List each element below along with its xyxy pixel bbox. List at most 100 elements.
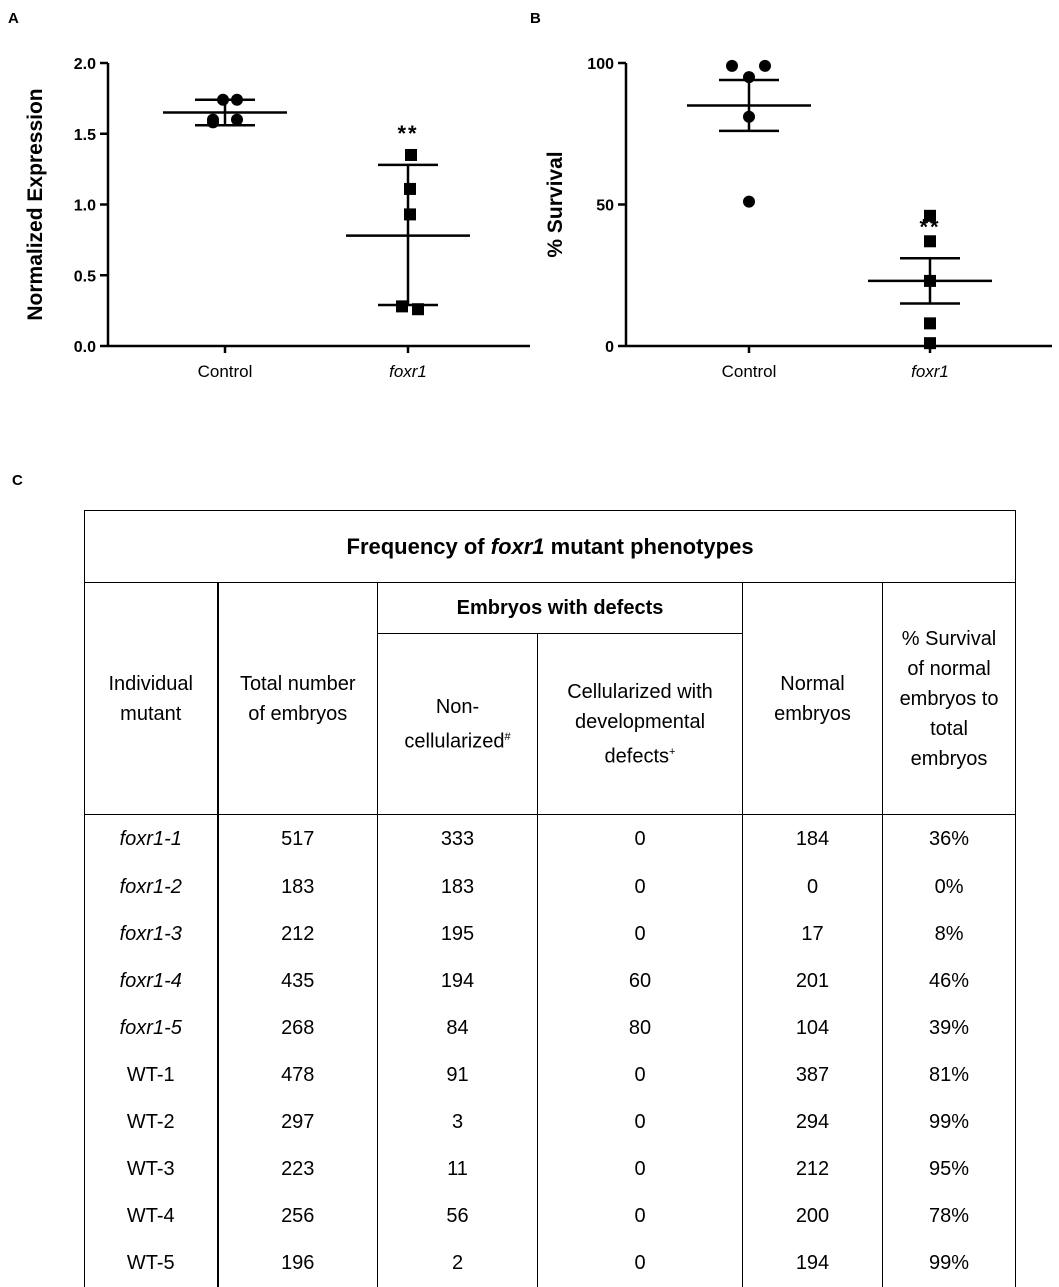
- data-point: [743, 195, 755, 208]
- table-row: WT-1 478 91 0 387 81%: [84, 1052, 1017, 1099]
- cell-non-cellularized: 2: [377, 1240, 538, 1287]
- x-tick-label: foxr1: [911, 362, 949, 381]
- cell-cellularized-defects: 80: [537, 1005, 743, 1052]
- data-point: [924, 317, 936, 330]
- panel-label-a: A: [8, 10, 19, 27]
- significance-label: **: [919, 214, 940, 239]
- x-tick-label: Control: [722, 362, 777, 381]
- cell-normal: 387: [742, 1052, 883, 1099]
- cell-cellularized-defects: 0: [537, 864, 743, 911]
- data-point: [207, 116, 219, 129]
- cell-mutant-name: WT-4: [84, 1193, 219, 1240]
- x-tick-label: Control: [198, 362, 253, 381]
- phenotype-frequency-table: Frequency of foxr1 mutant phenotypes Ind…: [83, 510, 1017, 1287]
- cell-normal: 17: [742, 911, 883, 958]
- table-row: WT-3 223 11 0 212 95%: [84, 1146, 1017, 1193]
- cell-non-cellularized: 91: [377, 1052, 538, 1099]
- y-tick-label: 0: [605, 339, 614, 356]
- y-tick-label: 0.5: [74, 268, 96, 285]
- data-point: [924, 209, 936, 222]
- cell-non-cellularized: 3: [377, 1099, 538, 1146]
- y-tick-label: 0.0: [74, 339, 96, 356]
- data-point: [924, 235, 936, 248]
- survival-chart: 0 50 100 Control foxr1 % Survival **: [544, 56, 1052, 381]
- table-row: WT-4 256 56 0 200 78%: [84, 1193, 1017, 1240]
- cell-mutant-name: foxr1-4: [84, 958, 219, 1005]
- cell-cellularized-defects: 0: [537, 911, 743, 958]
- cell-mutant-name: WT-2: [84, 1099, 219, 1146]
- y-tick-label: 50: [596, 198, 614, 215]
- header-total-embryos: Total number of embryos: [217, 582, 378, 815]
- table-row: foxr1-4 435 194 60 201 46%: [84, 958, 1017, 1005]
- data-point: [405, 148, 417, 161]
- cell-normal: 184: [742, 814, 883, 864]
- header-cellularized-defects: Cellularized with developmental defects+: [537, 633, 743, 815]
- cell-total: 435: [217, 958, 378, 1005]
- header-normal-embryos: Normal embryos: [742, 582, 883, 815]
- data-point: [743, 110, 755, 123]
- cell-total: 268: [217, 1005, 378, 1052]
- y-tick-label: 2.0: [74, 56, 96, 73]
- cell-non-cellularized: 195: [377, 911, 538, 958]
- cell-survival: 36%: [882, 814, 1017, 864]
- data-point: [231, 113, 243, 126]
- table-title: Frequency of foxr1 mutant phenotypes: [83, 510, 1017, 583]
- cell-mutant-name: foxr1-3: [84, 911, 219, 958]
- table-row: foxr1-5 268 84 80 104 39%: [84, 1005, 1017, 1052]
- data-point: [726, 59, 738, 72]
- header-individual-mutant: Individual mutant: [84, 582, 219, 815]
- cell-survival: 99%: [882, 1240, 1017, 1287]
- cell-non-cellularized: 11: [377, 1146, 538, 1193]
- cell-cellularized-defects: 0: [537, 1193, 743, 1240]
- cell-normal: 200: [742, 1193, 883, 1240]
- cell-total: 223: [217, 1146, 378, 1193]
- data-point: [412, 303, 424, 316]
- table-row: foxr1-2 183 183 0 0 0%: [84, 864, 1017, 911]
- significance-label: **: [397, 121, 418, 146]
- cell-total: 297: [217, 1099, 378, 1146]
- cell-normal: 104: [742, 1005, 883, 1052]
- cell-total: 183: [217, 864, 378, 911]
- cell-normal: 201: [742, 958, 883, 1005]
- cell-mutant-name: WT-3: [84, 1146, 219, 1193]
- data-point: [743, 71, 755, 84]
- cell-mutant-name: WT-1: [84, 1052, 219, 1099]
- cell-cellularized-defects: 60: [537, 958, 743, 1005]
- header-non-cellularized: Non-cellularized#: [377, 633, 538, 815]
- panel-label-c: C: [12, 472, 23, 489]
- cell-survival: 46%: [882, 958, 1017, 1005]
- cell-cellularized-defects: 0: [537, 814, 743, 864]
- cell-mutant-name: foxr1-5: [84, 1005, 219, 1052]
- data-point: [759, 59, 771, 72]
- cell-normal: 212: [742, 1146, 883, 1193]
- cell-non-cellularized: 194: [377, 958, 538, 1005]
- cell-normal: 194: [742, 1240, 883, 1287]
- y-tick-label: 1.5: [74, 127, 96, 144]
- cell-cellularized-defects: 0: [537, 1146, 743, 1193]
- y-axis-label: Normalized Expression: [24, 88, 47, 320]
- data-point: [404, 208, 416, 221]
- data-point: [396, 300, 408, 313]
- table-row: WT-5 196 2 0 194 99%: [84, 1240, 1017, 1287]
- data-point: [217, 93, 229, 106]
- table-row: foxr1-3 212 195 0 17 8%: [84, 911, 1017, 958]
- cell-mutant-name: WT-5: [84, 1240, 219, 1287]
- cell-survival: 78%: [882, 1193, 1017, 1240]
- header-embryos-with-defects: Embryos with defects: [377, 582, 743, 634]
- table-row: WT-2 297 3 0 294 99%: [84, 1099, 1017, 1146]
- header-percent-survival: % Survival of normal embryos to total embryo…: [882, 582, 1017, 815]
- cell-cellularized-defects: 0: [537, 1052, 743, 1099]
- cell-survival: 95%: [882, 1146, 1017, 1193]
- expression-chart: 0.0 0.5 1.0 1.5 2.0 Control foxr1 Normalized Ex…: [24, 56, 530, 381]
- cell-survival: 81%: [882, 1052, 1017, 1099]
- table-row: foxr1-1 517 333 0 184 36%: [84, 814, 1017, 864]
- cell-non-cellularized: 333: [377, 814, 538, 864]
- data-point: [231, 93, 243, 106]
- cell-mutant-name: foxr1-2: [84, 864, 219, 911]
- cell-survival: 99%: [882, 1099, 1017, 1146]
- x-tick-label: foxr1: [389, 362, 427, 381]
- y-tick-label: 100: [587, 56, 614, 73]
- cell-total: 212: [217, 911, 378, 958]
- cell-non-cellularized: 56: [377, 1193, 538, 1240]
- cell-survival: 8%: [882, 911, 1017, 958]
